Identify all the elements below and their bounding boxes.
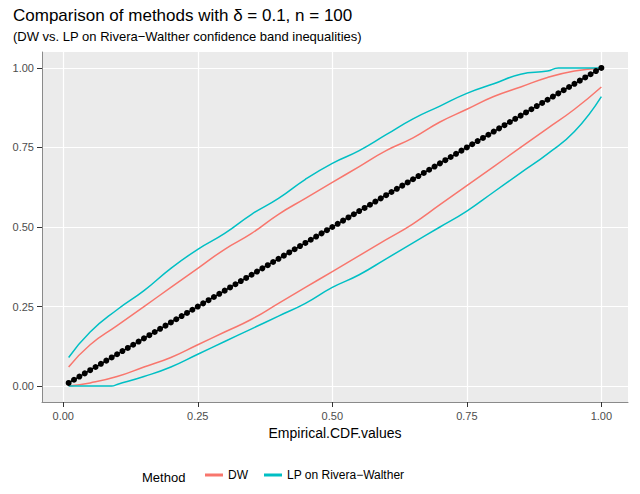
svg-text:0.75: 0.75 — [13, 141, 34, 153]
svg-text:Comparison of methods with δ =: Comparison of methods with δ = 0.1, n = … — [13, 6, 352, 25]
svg-text:0.00: 0.00 — [13, 380, 34, 392]
svg-text:0.75: 0.75 — [456, 410, 477, 422]
svg-text:LP on Rivera−Walther: LP on Rivera−Walther — [287, 468, 404, 482]
svg-text:(DW vs. LP on Rivera−Walther c: (DW vs. LP on Rivera−Walther confidence … — [13, 29, 362, 44]
svg-text:0.50: 0.50 — [13, 221, 34, 233]
svg-text:0.25: 0.25 — [187, 410, 208, 422]
svg-text:0.50: 0.50 — [322, 410, 343, 422]
svg-text:0.00: 0.00 — [53, 410, 74, 422]
svg-text:Method: Method — [142, 470, 185, 485]
svg-text:Empirical.CDF.values: Empirical.CDF.values — [268, 425, 401, 441]
svg-text:1.00: 1.00 — [591, 410, 612, 422]
svg-text:1.00: 1.00 — [13, 62, 34, 74]
svg-text:DW: DW — [228, 468, 249, 482]
svg-text:0.25: 0.25 — [13, 301, 34, 313]
